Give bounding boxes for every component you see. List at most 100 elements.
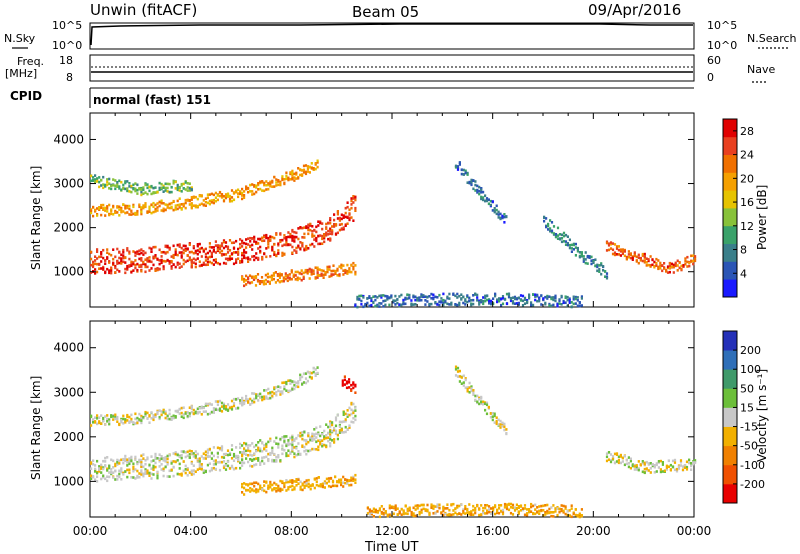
heatmap-cell: [156, 209, 159, 212]
heatmap-cell: [476, 293, 479, 297]
heatmap-cell: [132, 476, 135, 479]
heatmap-cell: [120, 208, 123, 211]
heatmap-cell: [340, 213, 343, 217]
heatmap-cell: [558, 507, 561, 511]
heatmap-cell: [452, 293, 455, 296]
heatmap-cell: [230, 196, 234, 199]
heatmap-cell: [162, 184, 165, 188]
heatmap-cell: [392, 505, 395, 509]
heatmap-cell: [164, 203, 167, 206]
heatmap-cell: [259, 447, 262, 451]
heatmap-cell: [590, 262, 593, 266]
heatmap-cell: [208, 202, 211, 206]
heatmap-cell: [130, 209, 133, 213]
heatmap-cell: [158, 460, 161, 463]
heatmap-cell: [239, 401, 242, 405]
heatmap-cell: [192, 455, 195, 458]
heatmap-cell: [239, 242, 242, 246]
heatmap-cell: [116, 205, 119, 208]
heatmap-cell: [124, 267, 127, 271]
heatmap-cell: [96, 422, 99, 426]
heatmap-cell: [114, 255, 117, 259]
heatmap-cell: [249, 240, 252, 243]
heatmap-cell: [580, 297, 583, 300]
heatmap-cell: [304, 381, 308, 385]
heatmap-cell: [124, 418, 127, 421]
heatmap-cell: [212, 411, 215, 414]
heatmap-cell: [245, 238, 248, 241]
heatmap-cell: [641, 460, 644, 463]
heatmap-cell: [446, 295, 449, 299]
heatmap-cell: [688, 261, 691, 265]
heatmap-cell: [102, 183, 105, 186]
heatmap-cell: [329, 232, 332, 235]
heatmap-cell: [255, 449, 258, 453]
heatmap-cell: [108, 420, 111, 424]
heatmap-cell: [196, 252, 199, 256]
heatmap-cell: [336, 217, 339, 220]
heatmap-cell: [279, 239, 282, 242]
heatmap-cell: [144, 263, 147, 266]
heatmap-cell: [148, 414, 151, 417]
heatmap-cell: [293, 438, 296, 441]
heatmap-cell: [259, 439, 262, 442]
heatmap-cell: [466, 181, 469, 184]
heatmap-cell: [550, 230, 554, 234]
heatmap-cell: [255, 396, 258, 400]
noise-tick-left-top: 10^5: [52, 19, 82, 32]
heatmap-cell: [580, 253, 583, 257]
heatmap-cell: [291, 443, 294, 447]
heatmap-cell: [222, 402, 226, 406]
heatmap-cell: [200, 194, 203, 197]
heatmap-cell: [108, 418, 111, 421]
heatmap-cell: [336, 210, 339, 213]
heatmap-cell: [344, 481, 347, 485]
heatmap-cell: [303, 226, 306, 229]
heatmap-cell: [232, 251, 236, 254]
heatmap-cell: [140, 454, 143, 458]
heatmap-cell: [410, 513, 413, 517]
heatmap-cell: [136, 252, 139, 255]
heatmap-cell: [235, 454, 238, 458]
heatmap-cell: [321, 222, 324, 225]
heatmap-cell: [376, 304, 379, 307]
heatmap-cell: [102, 203, 105, 207]
heatmap-cell: [297, 167, 300, 170]
heatmap-cell: [350, 479, 353, 482]
heatmap-cell: [112, 476, 115, 479]
heatmap-cell: [278, 272, 281, 276]
heatmap-cell: [552, 515, 555, 518]
colorbar-tick-label: 15: [740, 401, 754, 414]
heatmap-cell: [552, 232, 556, 235]
noise-tick-right-top: 10^5: [707, 19, 737, 32]
heatmap-cell: [560, 233, 564, 237]
heatmap-cell: [336, 269, 339, 272]
heatmap-cell: [102, 475, 105, 479]
heatmap-cell: [434, 505, 437, 508]
heatmap-cell: [232, 452, 236, 456]
colorbar-swatch: [723, 154, 737, 173]
heatmap-cell: [334, 416, 338, 419]
heatmap-cell: [346, 201, 349, 204]
heatmap-cell: [251, 454, 254, 457]
heatmap-cell: [168, 412, 171, 416]
heatmap-cell: [285, 435, 288, 438]
heatmap-cell: [354, 264, 357, 267]
heatmap-cell: [661, 461, 664, 464]
power-x-ticks: [89, 113, 695, 307]
heatmap-cell: [394, 504, 397, 507]
heatmap-cell: [104, 262, 107, 265]
heatmap-cell: [503, 502, 507, 506]
heatmap-cell: [564, 243, 568, 246]
heatmap-cell: [158, 181, 161, 185]
heatmap-cell: [478, 513, 481, 517]
heatmap-cell: [224, 408, 228, 411]
heatmap-cell: [464, 303, 467, 306]
freq-unit: [MHz]: [5, 67, 37, 80]
heatmap-cell: [182, 244, 185, 248]
heatmap-cell: [302, 271, 305, 275]
heatmap-cell: [247, 276, 250, 279]
heatmap-cell: [152, 414, 155, 417]
heatmap-cell: [370, 511, 373, 514]
